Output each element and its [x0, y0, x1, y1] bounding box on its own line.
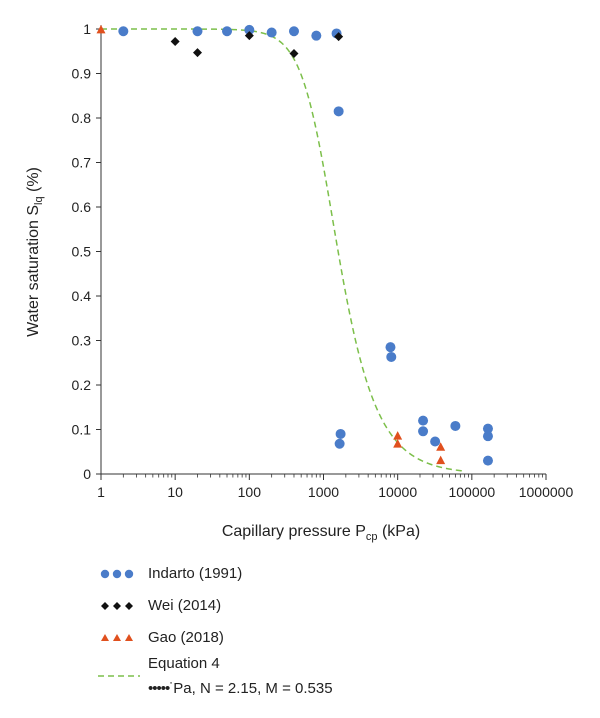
y-tick-label: 0.6 [72, 199, 92, 215]
indarto-point [418, 426, 429, 437]
triangle-marker-icon [101, 634, 133, 641]
legend-label-parameters: •••••˙Pa, N = 2.15, M = 0.535 [148, 680, 333, 697]
y-tick-label: 0.5 [72, 244, 92, 260]
indarto-point [222, 26, 233, 37]
y-tick-label: 0.4 [72, 288, 92, 304]
legend-item-equation: Equation 4 [96, 655, 516, 678]
circle-marker-icon [100, 569, 134, 579]
indarto-point [244, 24, 255, 35]
legend: Indarto (1991) Wei (2014) Gao (2018) Equ… [96, 562, 516, 702]
diamond-marker-icon [101, 602, 133, 610]
legend-label-equation: Equation 4 [148, 655, 220, 672]
x-axis-title: Capillary pressure Pcp (kPa) [222, 523, 420, 543]
gao-point [436, 442, 446, 451]
x-tick-label: 1 [97, 484, 105, 500]
wei-point [289, 48, 299, 58]
legend-label-wei: Wei (2014) [148, 597, 222, 614]
dots-icon [96, 678, 144, 702]
gao-point [96, 24, 106, 34]
indarto-point [450, 420, 461, 431]
wei-point [334, 32, 344, 42]
x-tick-label: 100000 [448, 484, 495, 500]
indarto-point [430, 436, 441, 447]
wei-point [192, 48, 202, 58]
legend-item-parameters: •••••˙Pa, N = 2.15, M = 0.535 [96, 678, 516, 702]
x-tick-label: 1000 [308, 484, 339, 500]
indarto-point [334, 438, 345, 449]
legend-item-gao: Gao (2018) [96, 626, 516, 658]
equation-4-curve [101, 28, 465, 472]
data-points-layer [96, 24, 493, 466]
indarto-point [333, 106, 344, 117]
y-tick-label: 0.3 [72, 333, 92, 349]
indarto-point [311, 30, 322, 41]
y-tick-label: 0.7 [72, 155, 92, 171]
dashed-line-icon [98, 675, 140, 677]
x-tick-label: 100 [238, 484, 262, 500]
y-tick-label: 0.1 [72, 422, 92, 438]
indarto-point [482, 423, 493, 434]
legend-label-gao: Gao (2018) [148, 629, 224, 646]
y-tick-label: 0.9 [72, 66, 92, 82]
gao-point [393, 431, 403, 440]
indarto-point [386, 351, 397, 362]
dots-glyph: •••••˙ [148, 680, 174, 697]
y-tick-label: 0.8 [72, 110, 92, 126]
y-tick-label: 0 [83, 466, 91, 482]
x-tick-label: 10000 [378, 484, 417, 500]
y-tick-label: 1 [83, 21, 91, 37]
y-axis-ticks: 0 0.1 0.2 0.3 0.4 0.5 0.6 0.7 0.8 0.9 1 [72, 21, 101, 482]
gao-point [393, 439, 403, 448]
indarto-point [418, 415, 429, 426]
equation-curve-layer [101, 28, 465, 472]
indarto-point [266, 27, 277, 38]
indarto-point [118, 26, 129, 37]
axes [100, 25, 546, 475]
x-tick-label: 10 [167, 484, 183, 500]
indarto-point [335, 428, 346, 439]
wei-point [170, 36, 180, 46]
indarto-point [288, 26, 299, 37]
legend-item-wei: Wei (2014) [96, 594, 516, 626]
indarto-point [482, 455, 493, 466]
indarto-point [482, 431, 493, 442]
indarto-point [192, 26, 203, 37]
legend-label-indarto: Indarto (1991) [148, 565, 243, 582]
gao-point [436, 455, 446, 465]
wei-point [244, 31, 254, 41]
y-axis-title: Water saturation Slq (%) [25, 167, 45, 337]
indarto-point [385, 342, 396, 353]
y-tick-label: 0.2 [72, 377, 92, 393]
x-tick-label: 1000000 [519, 484, 574, 500]
legend-item-indarto: Indarto (1991) [96, 562, 516, 594]
x-axis-ticks: 1 10 100 1000 10000 100000 1000000 [97, 474, 573, 500]
